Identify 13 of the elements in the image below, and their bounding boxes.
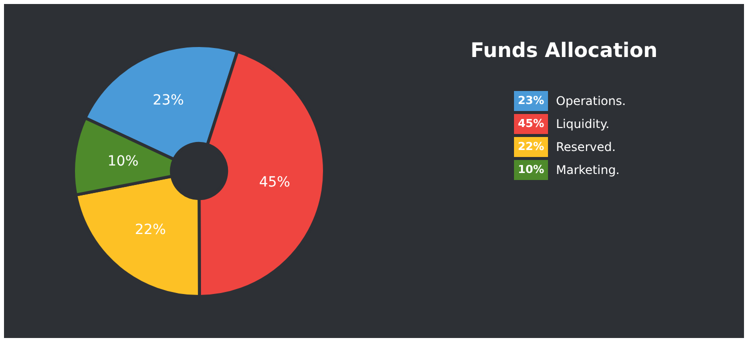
legend-label: Operations. [556,94,626,108]
legend-label: Liquidity. [556,116,610,130]
legend-label: Reserved. [556,140,616,154]
data-label: 45% [259,174,290,190]
legend-label: Marketing. [556,162,620,176]
data-label: 23% [152,92,184,108]
text: 10% [518,163,544,176]
text: 45% [518,117,544,130]
data-label: 22% [134,222,166,238]
chart-title: Funds Allocation [469,38,658,62]
data-label: 10% [107,153,139,170]
text: 23% [518,94,544,107]
text: 22% [518,140,544,153]
